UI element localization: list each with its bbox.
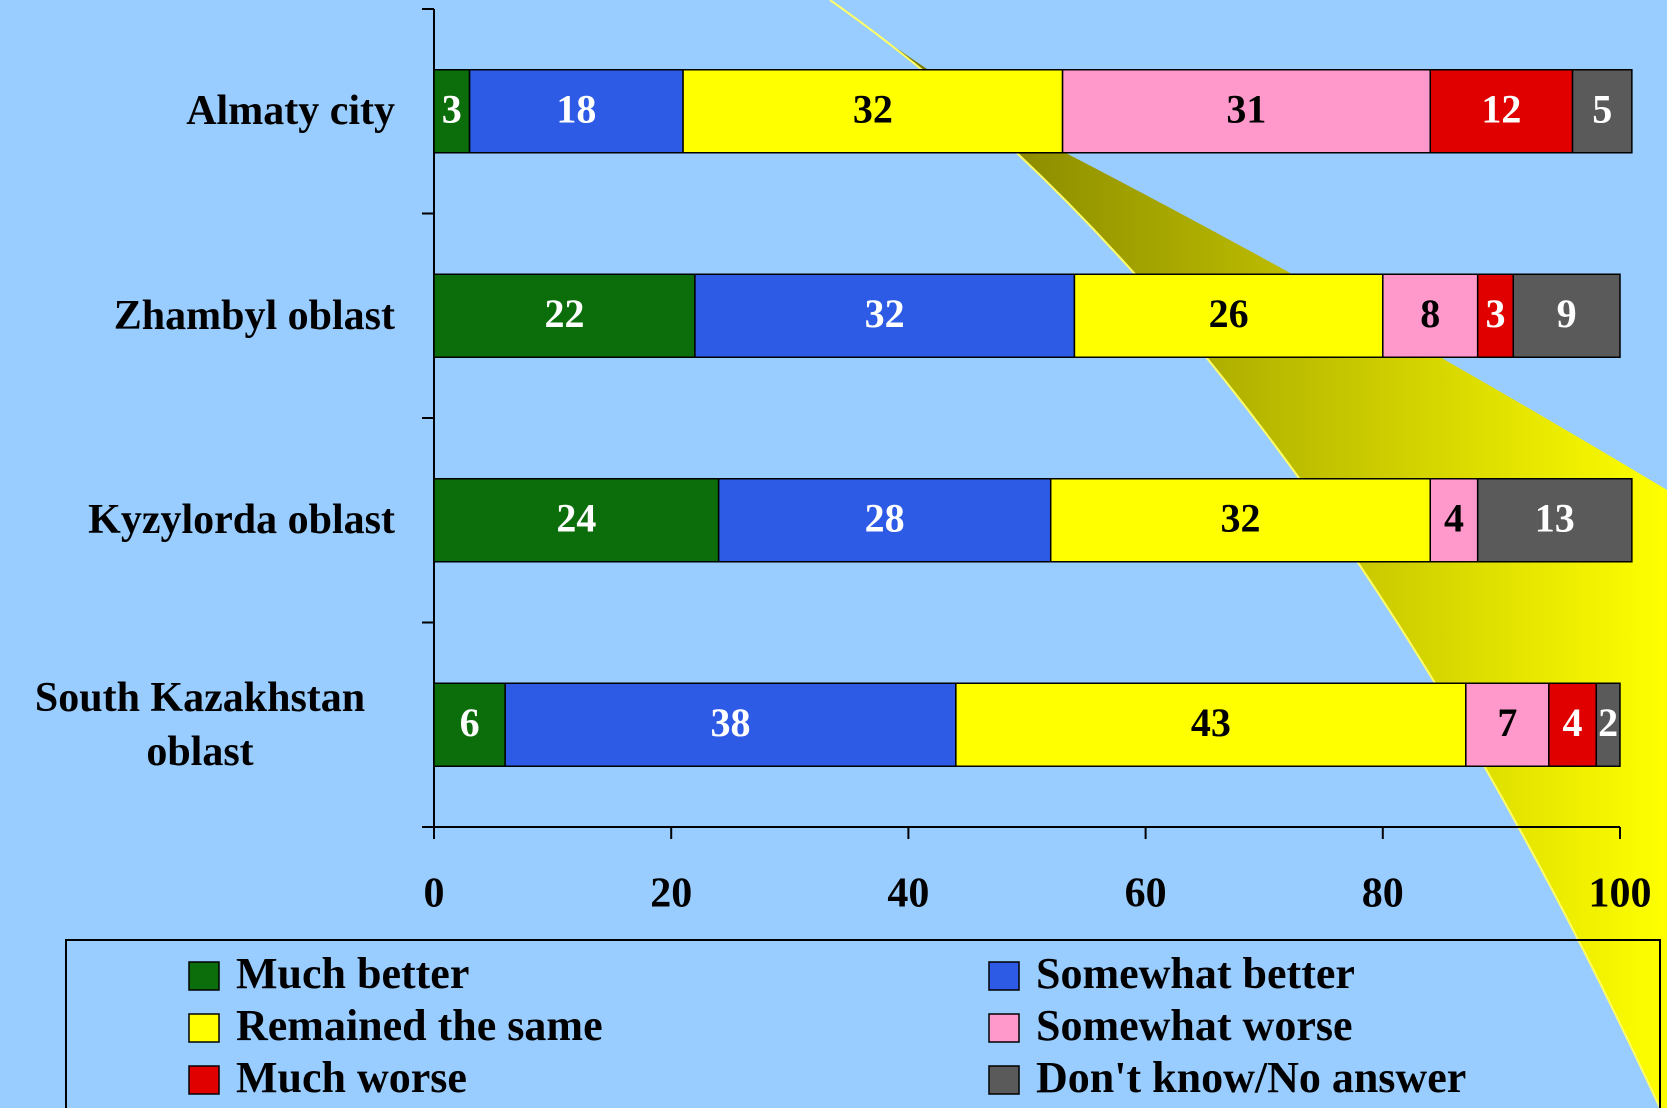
legend-swatch [989, 1014, 1019, 1042]
legend-swatch [189, 1066, 219, 1094]
legend-label: Much better [236, 949, 469, 998]
data-label: 31 [1226, 86, 1266, 131]
legend-label: Don't know/No answer [1036, 1053, 1466, 1102]
y-tick-label: Almaty city [186, 84, 395, 138]
data-label: 18 [556, 86, 596, 131]
category-label-box: Zhambyl oblast [0, 214, 395, 419]
legend-label: Remained the same [236, 1001, 603, 1050]
legend-label: Much worse [236, 1053, 467, 1102]
data-label: 5 [1592, 86, 1612, 131]
x-tick-label: 0 [424, 871, 445, 917]
data-label: 9 [1557, 291, 1577, 336]
legend-swatch [989, 1066, 1019, 1094]
data-label: 22 [544, 291, 584, 336]
x-tick-label: 20 [650, 871, 692, 917]
chart: 0204060801003183231125223226839242832413… [0, 0, 1667, 1108]
data-label: 26 [1209, 291, 1249, 336]
x-tick-label: 80 [1362, 871, 1404, 917]
legend-label: Somewhat worse [1036, 1001, 1353, 1050]
category-label-box: South Kazakhstan oblast [0, 623, 395, 828]
legend-label: Somewhat better [1036, 949, 1355, 998]
data-label: 32 [853, 86, 893, 131]
data-label: 6 [460, 700, 480, 745]
category-label-box: Kyzylorda oblast [0, 418, 395, 623]
data-label: 2 [1598, 700, 1618, 745]
legend-swatch [189, 962, 219, 990]
data-label: 3 [1485, 291, 1505, 336]
data-label: 38 [711, 700, 751, 745]
data-label: 32 [865, 291, 905, 336]
data-label: 28 [865, 495, 905, 540]
data-label: 43 [1191, 700, 1231, 745]
legend-swatch [989, 962, 1019, 990]
data-label: 13 [1535, 495, 1575, 540]
data-label: 8 [1420, 291, 1440, 336]
data-label: 24 [556, 495, 596, 540]
x-tick-label: 100 [1589, 871, 1652, 917]
data-label: 4 [1563, 700, 1583, 745]
x-tick-label: 40 [887, 871, 929, 917]
y-tick-label: South Kazakhstan oblast [5, 671, 395, 779]
data-label: 32 [1220, 495, 1260, 540]
category-label-box: Almaty city [0, 9, 395, 214]
data-label: 4 [1444, 495, 1464, 540]
y-tick-label: Zhambyl oblast [114, 289, 395, 343]
data-label: 12 [1481, 86, 1521, 131]
y-tick-label: Kyzylorda oblast [88, 493, 395, 547]
x-tick-label: 60 [1125, 871, 1167, 917]
data-label: 3 [442, 86, 462, 131]
data-label: 7 [1497, 700, 1517, 745]
legend-swatch [189, 1014, 219, 1042]
